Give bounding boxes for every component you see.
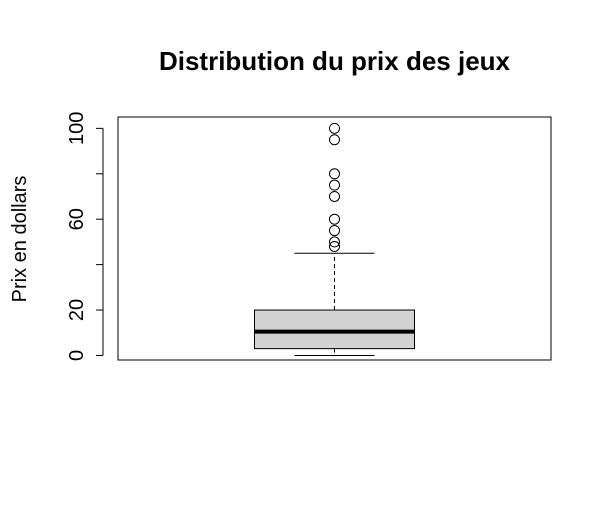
outlier-point [329,168,340,180]
plot-frame [117,116,552,361]
outlier-point [329,240,340,252]
outlier-point [329,134,340,146]
y-tick-label: 20 [66,299,88,321]
iqr-box [254,309,415,350]
outlier-points [329,122,340,252]
outlier-point [329,225,340,237]
outlier-point [329,236,340,248]
chart-title: Distribution du prix des jeux [159,46,511,76]
y-axis-label: Prix en dollars [9,176,31,303]
outlier-point [329,213,340,225]
outlier-point [329,122,340,134]
y-axis: 0 20 60 100 [66,112,104,361]
outlier-point [329,190,340,202]
y-tick-label: 100 [66,112,88,145]
boxplot [254,252,415,356]
y-tick-label: 60 [66,208,88,230]
outlier-point [329,179,340,191]
y-tick-label: 0 [66,350,88,361]
